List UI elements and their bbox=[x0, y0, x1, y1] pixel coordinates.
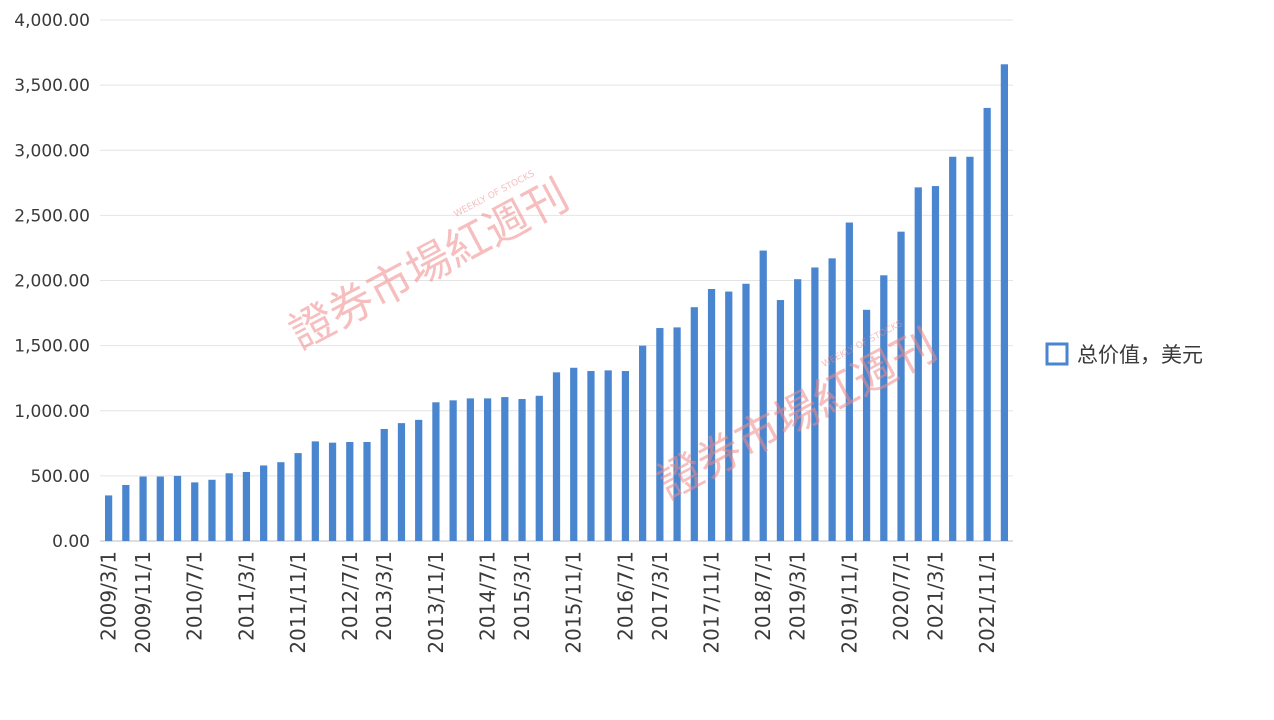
bar bbox=[742, 283, 750, 541]
y-tick-label: 1,000.00 bbox=[14, 402, 90, 422]
bar bbox=[880, 275, 888, 541]
bar bbox=[845, 222, 853, 541]
x-tick-label: 2016/7/1 bbox=[613, 551, 637, 641]
y-tick-label: 2,000.00 bbox=[14, 272, 90, 292]
bar bbox=[277, 462, 285, 541]
bar bbox=[483, 398, 492, 541]
legend-label: 总价值，美元 bbox=[1077, 343, 1203, 367]
bar bbox=[673, 327, 681, 541]
x-tick-label: 2017/3/1 bbox=[648, 551, 672, 641]
x-tick-label: 2009/11/1 bbox=[131, 551, 155, 654]
y-tick-label: 3,000.00 bbox=[14, 141, 90, 161]
bar bbox=[208, 479, 216, 541]
bar bbox=[466, 398, 474, 541]
bar bbox=[725, 291, 733, 541]
bar bbox=[983, 107, 991, 541]
bar bbox=[707, 288, 716, 541]
x-tick-label: 2018/7/1 bbox=[751, 551, 775, 641]
bar bbox=[397, 423, 406, 541]
bar bbox=[604, 370, 612, 541]
x-tick-label: 2021/3/1 bbox=[923, 551, 947, 641]
x-tick-label: 2017/11/1 bbox=[700, 551, 724, 654]
bar bbox=[862, 309, 871, 541]
bar bbox=[363, 442, 371, 541]
bar bbox=[639, 345, 647, 541]
bar bbox=[346, 442, 354, 541]
bar bbox=[449, 400, 457, 541]
bar bbox=[621, 371, 630, 541]
bar bbox=[122, 484, 130, 541]
x-tick-label: 2009/3/1 bbox=[97, 551, 121, 641]
bar bbox=[949, 156, 957, 541]
bar bbox=[794, 279, 802, 541]
watermark-1: 證券市場紅週刊 WEEKLY OF STOCKS bbox=[281, 169, 577, 360]
x-tick-label: 2020/7/1 bbox=[889, 551, 913, 641]
bar bbox=[225, 473, 233, 541]
watermark-1-main: 證券市場紅週刊 bbox=[281, 170, 577, 360]
bar bbox=[432, 402, 440, 541]
legend-swatch bbox=[1045, 342, 1069, 366]
legend: 总价值，美元 bbox=[1045, 342, 1203, 367]
bar bbox=[260, 465, 268, 541]
x-tick-label: 2019/3/1 bbox=[786, 551, 810, 641]
bar bbox=[570, 367, 578, 541]
x-tick-label: 2011/3/1 bbox=[234, 551, 258, 641]
bar bbox=[828, 258, 836, 541]
bar bbox=[776, 300, 785, 541]
bar bbox=[242, 471, 251, 541]
y-tick-label: 3,500.00 bbox=[14, 76, 90, 96]
bar bbox=[587, 371, 595, 541]
bar bbox=[501, 397, 509, 541]
bar bbox=[931, 186, 940, 541]
y-tick-label: 4,000.00 bbox=[14, 11, 90, 31]
gridlines bbox=[100, 19, 1013, 542]
bar bbox=[1000, 64, 1009, 541]
bar bbox=[191, 482, 199, 541]
y-tick-label: 0.00 bbox=[52, 532, 90, 552]
bar bbox=[518, 399, 526, 541]
bar bbox=[656, 328, 664, 541]
x-tick-label: 2010/7/1 bbox=[183, 551, 207, 641]
bar bbox=[811, 267, 819, 541]
x-tick-label: 2019/11/1 bbox=[837, 551, 861, 654]
x-tick-label: 2015/3/1 bbox=[510, 551, 534, 641]
y-tick-label: 2,500.00 bbox=[14, 206, 90, 226]
y-axis-ticks: 0.00 500.00 1,000.00 1,500.00 2,000.00 2,500.… bbox=[14, 11, 90, 552]
bar bbox=[690, 307, 698, 541]
x-tick-label: 2013/3/1 bbox=[372, 551, 396, 641]
bar bbox=[104, 495, 113, 541]
bar bbox=[173, 475, 182, 541]
x-tick-label: 2014/7/1 bbox=[476, 551, 500, 641]
y-tick-label: 500.00 bbox=[31, 467, 90, 487]
bar bbox=[759, 250, 767, 542]
x-tick-label: 2012/7/1 bbox=[338, 551, 362, 641]
y-tick-label: 1,500.00 bbox=[14, 337, 90, 357]
x-tick-label: 2021/11/1 bbox=[975, 551, 999, 654]
x-tick-label: 2013/11/1 bbox=[424, 551, 448, 654]
bar bbox=[552, 372, 561, 541]
bar bbox=[311, 441, 319, 541]
bar bbox=[380, 428, 388, 541]
x-axis-ticks: 2009/3/1 2009/11/1 2010/7/1 2011/3/1 2011/11… bbox=[97, 551, 1000, 654]
bar bbox=[156, 476, 164, 541]
bar bbox=[415, 419, 423, 541]
bar bbox=[966, 156, 974, 541]
bar bbox=[535, 395, 543, 541]
bar bbox=[328, 442, 337, 541]
x-tick-label: 2015/11/1 bbox=[562, 551, 586, 654]
bar bbox=[294, 453, 302, 541]
x-tick-label: 2011/11/1 bbox=[286, 551, 310, 654]
bar bbox=[897, 231, 905, 541]
bar bbox=[914, 187, 922, 541]
bar bbox=[139, 476, 147, 541]
bars bbox=[104, 64, 1009, 542]
